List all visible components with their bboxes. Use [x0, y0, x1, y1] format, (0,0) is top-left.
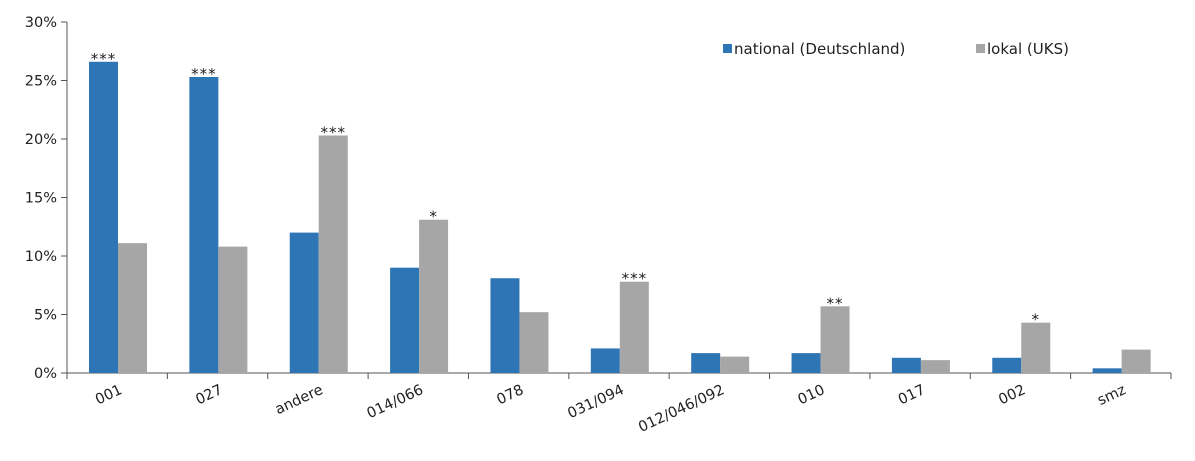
x-tick-label: 017 — [896, 382, 928, 408]
legend: national (Deutschland) lokal (UKS) — [723, 40, 1069, 58]
significance-annotations: **************** — [91, 50, 1041, 329]
x-tick-label: 031/094 — [565, 382, 626, 422]
y-tick-label: 0% — [34, 366, 57, 382]
bar-lokal — [1021, 322, 1051, 373]
y-tick-label: 30% — [25, 15, 57, 31]
bar-national — [189, 76, 219, 374]
y-tick-label: 15% — [25, 191, 57, 207]
x-tick-label: 010 — [796, 382, 828, 408]
bar-lokal — [820, 306, 850, 373]
y-tick-label: 10% — [25, 249, 57, 265]
bar-lokal — [118, 243, 147, 373]
significance-label: *** — [91, 50, 117, 68]
x-tick-label: andere — [273, 382, 326, 418]
legend-swatch — [723, 44, 732, 53]
bar-lokal — [519, 312, 549, 373]
bar-national — [590, 348, 620, 373]
significance-label: * — [429, 208, 438, 226]
legend-swatch — [976, 44, 985, 53]
bar-lokal — [920, 360, 950, 373]
bar-lokal — [1121, 349, 1151, 373]
bar-national — [691, 353, 721, 373]
significance-label: ** — [827, 294, 844, 312]
x-tick-label: 078 — [494, 382, 526, 408]
significance-label: * — [1032, 311, 1041, 329]
bars — [89, 61, 1151, 374]
y-tick-label: 25% — [25, 74, 57, 90]
x-tick-label: smz — [1095, 382, 1128, 409]
bar-lokal — [619, 281, 649, 373]
bar-national — [992, 357, 1022, 373]
x-tick-label: 001 — [93, 382, 125, 408]
x-tick-label: 014/066 — [365, 382, 426, 422]
bar-lokal — [419, 219, 449, 373]
bar-national — [1092, 368, 1122, 373]
bar-lokal — [720, 356, 750, 373]
y-axis: 0% 5% 10% 15% 20% 25% 30% — [25, 15, 68, 382]
x-tick-label: 027 — [193, 382, 225, 408]
bar-national — [891, 357, 921, 373]
bar-national — [89, 61, 118, 373]
y-tick-label: 20% — [25, 132, 57, 148]
x-axis: 001 027 andere 014/066 078 031/094 012/046/092… — [66, 372, 1172, 436]
bar-lokal — [318, 135, 348, 373]
y-tick-label: 5% — [34, 308, 57, 324]
bar-national — [289, 232, 319, 373]
legend-label: lokal (UKS) — [987, 40, 1069, 58]
legend-label: national (Deutschland) — [734, 40, 905, 58]
x-tick-label: 002 — [996, 382, 1028, 408]
significance-label: *** — [320, 123, 346, 141]
bar-national — [791, 353, 821, 373]
significance-label: *** — [191, 65, 217, 83]
significance-label: *** — [622, 270, 648, 288]
bar-lokal — [218, 246, 248, 373]
bar-national — [390, 267, 420, 373]
bar-national — [490, 278, 520, 373]
x-tick-label: 012/046/092 — [636, 382, 727, 436]
